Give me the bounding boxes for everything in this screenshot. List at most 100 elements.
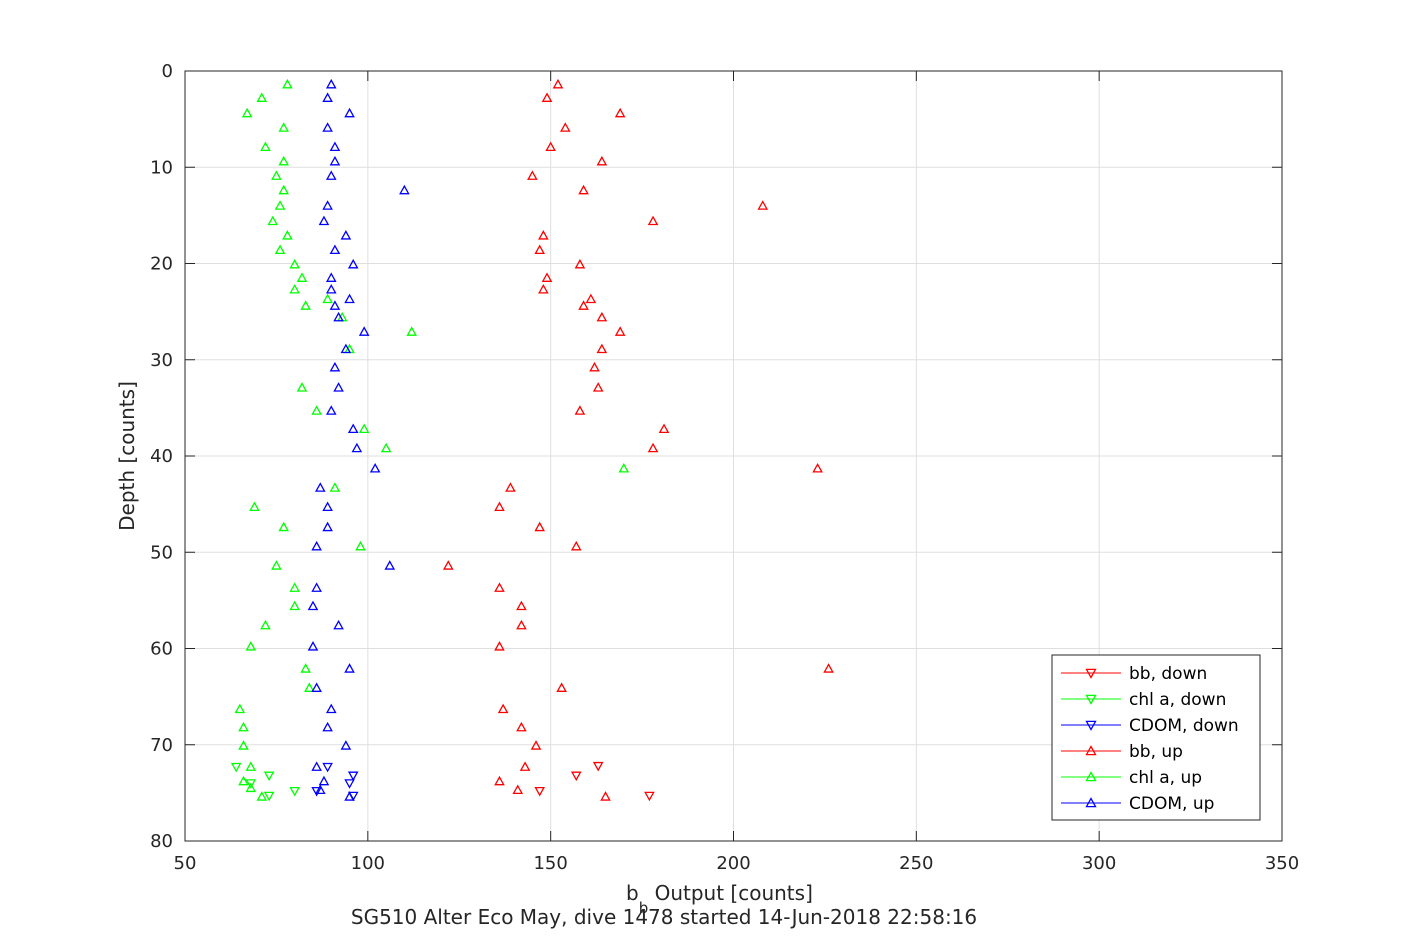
data-point-cdom-up — [340, 740, 352, 750]
data-point-chl-a-up — [300, 300, 311, 310]
data-point-cdom-up — [333, 619, 344, 630]
data-point-chl-a-up — [245, 782, 257, 793]
data-point-bb-up — [757, 200, 769, 210]
data-point-cdom-up — [351, 442, 363, 453]
data-point-chl-a-up — [278, 521, 290, 532]
y-tick-label: 50 — [150, 542, 173, 563]
data-point-cdom-down — [311, 786, 322, 797]
data-point-chl-a-up — [260, 141, 271, 152]
data-point-bb-up — [614, 326, 626, 336]
legend-marker — [1085, 668, 1097, 679]
data-point-bb-up — [442, 560, 454, 570]
data-point-cdom-up — [322, 501, 333, 512]
data-point-cdom-up — [344, 293, 355, 304]
legend-label: bb, down — [1129, 664, 1207, 684]
data-point-cdom-up — [344, 107, 355, 118]
legend-label: chl a, up — [1129, 768, 1202, 788]
data-point-bb-up — [519, 761, 531, 771]
legend-marker — [1085, 771, 1097, 782]
data-point-cdom-up — [344, 663, 355, 673]
data-point-cdom-up — [369, 462, 381, 473]
data-point-chl-a-up — [322, 293, 333, 304]
data-point-chl-a-up — [406, 326, 418, 336]
data-point-chl-a-up — [282, 78, 293, 89]
data-point-bb-up — [494, 582, 505, 592]
data-point-bb-up — [494, 641, 505, 651]
data-point-cdom-up — [307, 641, 319, 651]
y-tick-label: 20 — [150, 254, 173, 275]
data-point-chl-a-up — [380, 442, 392, 453]
data-point-bb-up — [494, 775, 505, 786]
data-point-chl-a-up — [241, 107, 253, 118]
data-point-cdom-up — [329, 361, 341, 372]
data-point-bb-up — [516, 619, 527, 630]
data-point-cdom-up — [358, 326, 370, 336]
data-point-bb-up — [556, 682, 567, 692]
data-point-chl-a-down — [263, 791, 275, 802]
data-point-chl-a-up — [245, 761, 257, 771]
data-point-cdom-up — [325, 170, 337, 180]
data-point-chl-a-up — [358, 423, 370, 434]
data-point-chl-a-up — [238, 775, 249, 786]
data-point-bb-up — [545, 141, 556, 152]
x-tick-label: 300 — [1082, 853, 1116, 874]
data-point-bb-up — [512, 784, 524, 794]
data-point-chl-a-up — [296, 272, 308, 282]
data-point-bb-up — [578, 300, 589, 310]
data-point-bb-down — [644, 791, 655, 802]
data-point-chl-a-up — [282, 230, 293, 240]
x-tick-label: 200 — [716, 853, 750, 874]
data-point-bb-up — [812, 462, 823, 473]
x-tick-label: 250 — [899, 853, 933, 874]
data-point-chl-a-up — [304, 682, 315, 692]
data-point-bb-up — [534, 521, 546, 532]
legend-label: bb, up — [1129, 742, 1183, 762]
y-tick-label: 60 — [150, 639, 173, 660]
data-point-chl-a-up — [618, 462, 630, 473]
data-point-bb-up — [552, 78, 564, 89]
data-point-bb-up — [538, 230, 549, 240]
data-point-bb-down — [592, 761, 604, 772]
x-tick-label: 100 — [351, 853, 385, 874]
chart-caption: SG510 Alter Eco May, dive 1478 started 1… — [351, 905, 977, 929]
data-point-cdom-up — [314, 482, 326, 492]
data-point-cdom-down — [322, 762, 333, 773]
x-axis-title: bb Output [counts] — [626, 881, 813, 917]
data-point-cdom-up — [329, 244, 341, 255]
data-point-bb-up — [497, 703, 509, 714]
legend-box — [1051, 654, 1261, 821]
data-point-chl-a-up — [256, 92, 268, 102]
data-point-cdom-up — [311, 540, 322, 551]
data-point-chl-a-up — [289, 600, 301, 611]
data-point-bb-up — [516, 600, 527, 611]
data-point-chl-a-up — [329, 482, 341, 492]
data-point-chl-a-up — [296, 382, 308, 392]
data-point-cdom-down — [347, 771, 359, 782]
data-point-cdom-up — [322, 200, 333, 210]
data-point-chl-a-up — [238, 740, 249, 750]
data-point-bb-up — [578, 184, 589, 195]
data-point-bb-up — [600, 791, 611, 801]
data-point-chl-a-up — [238, 721, 249, 732]
data-point-cdom-up — [340, 343, 352, 354]
data-point-chl-a-up — [311, 405, 322, 415]
data-point-bb-up — [527, 170, 538, 180]
data-point-bb-up — [614, 107, 626, 118]
data-point-cdom-up — [325, 78, 337, 89]
data-point-chl-a-up — [278, 184, 290, 195]
y-tick-label: 70 — [150, 735, 173, 756]
data-point-cdom-up — [340, 230, 352, 240]
data-point-cdom-up — [344, 791, 355, 801]
legend-marker — [1085, 745, 1097, 756]
data-point-bb-up — [596, 155, 608, 166]
data-point-bb-down — [570, 771, 582, 782]
data-point-cdom-up — [318, 215, 330, 226]
data-point-cdom-up — [329, 155, 341, 166]
data-point-chl-a-up — [267, 215, 279, 226]
data-point-cdom-down — [344, 779, 355, 789]
data-point-bb-up — [538, 283, 549, 294]
data-point-chl-a-down — [289, 786, 301, 797]
data-point-cdom-up — [325, 703, 337, 714]
legend: bb, down chl a, down CDOM, down bb, up chl a… — [1051, 654, 1261, 821]
data-point-cdom-up — [311, 582, 322, 592]
